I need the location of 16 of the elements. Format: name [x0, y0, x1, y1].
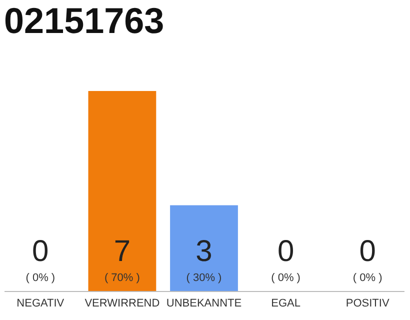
x-tick-label: VERWIRREND — [84, 298, 160, 310]
annotation: ( 70% ) — [104, 272, 140, 284]
data-label: 7 — [114, 235, 131, 268]
data-label: 0 — [32, 235, 49, 268]
annotation: ( 0% ) — [271, 272, 300, 284]
data-label: 0 — [359, 235, 376, 268]
annotation: ( 0% ) — [26, 272, 56, 284]
x-tick-label: NEGATIV — [16, 298, 65, 310]
x-tick-label: EGAL — [271, 298, 300, 310]
annotation: ( 30% ) — [186, 272, 222, 284]
x-tick-label: UNBEKANNTE — [166, 298, 242, 310]
data-label: 0 — [277, 235, 294, 268]
chart-title: 02151763 — [4, 0, 164, 41]
annotation: ( 0% ) — [352, 272, 382, 284]
x-tick-label: POSITIV — [346, 298, 390, 310]
data-label: 3 — [196, 235, 212, 268]
